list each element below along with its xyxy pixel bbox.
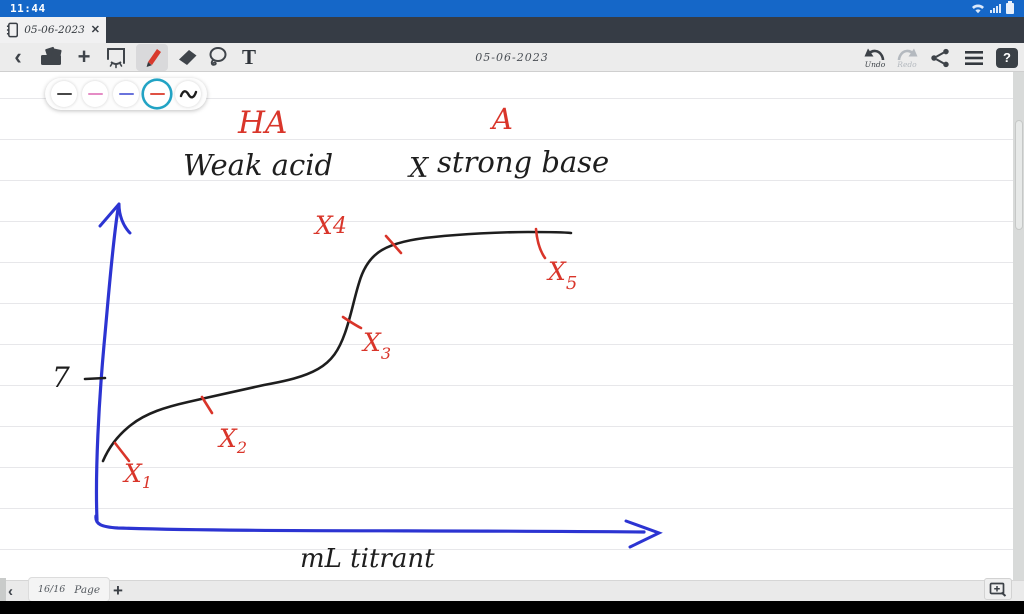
label-x1: X1 xyxy=(122,459,152,492)
view-mode-button[interactable] xyxy=(103,44,129,71)
squiggle-icon xyxy=(179,89,197,98)
ph7-label: 7 xyxy=(52,361,70,394)
notebook-icon xyxy=(6,22,19,38)
tick-x4 xyxy=(384,234,403,255)
eraser-tool-button[interactable] xyxy=(175,44,199,71)
pen-color-blue[interactable] xyxy=(113,81,139,107)
heading-strong-base: strong base xyxy=(437,145,609,179)
drawing-canvas[interactable]: 7 X1 X2 X3 X4 X5 HA A Weak acid xyxy=(0,72,1024,580)
handwritten-ink-layer: 7 X1 X2 X3 X4 X5 HA A Weak acid xyxy=(52,102,663,574)
label-x5: X5 xyxy=(546,257,577,294)
ph7-tick xyxy=(83,376,107,381)
label-x3: X3 xyxy=(361,328,391,363)
back-chevron-icon: ‹ xyxy=(14,44,22,69)
scrollbar-track[interactable] xyxy=(1013,72,1024,580)
redo-button[interactable]: Redo xyxy=(896,47,918,69)
tick-x2 xyxy=(200,395,214,415)
share-button[interactable] xyxy=(928,44,952,71)
battery-icon xyxy=(1006,1,1014,14)
point-labels-group: X1 X2 X3 X4 X5 xyxy=(122,211,577,492)
zoom-tool-button[interactable] xyxy=(984,578,1012,600)
a-label: A xyxy=(489,102,513,136)
lasso-icon xyxy=(209,47,227,66)
previous-page-button[interactable]: ‹ xyxy=(8,583,13,600)
status-bar: 11:44 xyxy=(0,0,1024,17)
undo-label: Undo xyxy=(864,59,886,69)
clock: 11:44 xyxy=(10,2,46,15)
pen-color-black[interactable] xyxy=(51,81,77,107)
heading-x: X xyxy=(407,153,430,184)
signal-icon xyxy=(990,4,1001,13)
stroke-swatch xyxy=(87,92,103,96)
tab-close-button[interactable]: ✕ xyxy=(90,23,100,36)
heading-weak-acid: Weak acid xyxy=(183,148,333,182)
toolbar: ‹ + xyxy=(0,43,1024,72)
x-axis-label: mL titrant xyxy=(300,544,435,574)
pen-color-pink[interactable] xyxy=(82,81,108,107)
menu-button[interactable] xyxy=(962,44,986,71)
tab-title: 05-06-2023 xyxy=(24,24,85,36)
tick-x1 xyxy=(113,441,131,463)
pen-stroke-style-button[interactable] xyxy=(175,81,201,107)
tick-x5 xyxy=(534,227,547,260)
x-axis-arrowhead xyxy=(624,519,663,549)
titration-curve xyxy=(101,230,573,463)
notebooks-overview-button[interactable] xyxy=(37,44,65,71)
y-axis-arrowhead xyxy=(98,202,132,235)
undo-button[interactable]: Undo xyxy=(864,47,886,69)
label-x4: X4 xyxy=(313,211,347,240)
page-indicator-pill[interactable]: 16/16 Page xyxy=(28,577,110,602)
x-axis xyxy=(94,514,646,534)
pages-stack-icon xyxy=(41,46,62,65)
toolbar-left-group: ‹ + xyxy=(6,43,261,71)
y-axis xyxy=(94,207,120,522)
text-tool-icon: T xyxy=(241,44,256,69)
add-page-button[interactable]: + xyxy=(113,581,123,600)
hamburger-menu-icon xyxy=(965,50,983,65)
pen-icon xyxy=(146,49,161,67)
axes-group xyxy=(94,202,663,549)
undo-icon xyxy=(864,48,885,60)
page-word: Page xyxy=(74,583,101,596)
label-x2: X2 xyxy=(217,424,247,457)
page-date-label: 05-06-2023 xyxy=(475,51,549,64)
tab-notebook[interactable]: 05-06-2023 ✕ xyxy=(0,17,106,43)
stroke-swatch xyxy=(56,92,72,96)
zoom-box-icon xyxy=(989,582,1007,597)
red-ticks-group xyxy=(113,227,547,463)
back-button[interactable]: ‹ xyxy=(6,44,30,71)
redo-label: Redo xyxy=(897,59,917,69)
ha-label: HA xyxy=(237,105,287,141)
plus-icon: + xyxy=(77,44,91,69)
pen-options-bar xyxy=(45,78,207,110)
tab-bar: 05-06-2023 ✕ xyxy=(0,17,1024,43)
page-fraction: 16/16 xyxy=(37,584,66,595)
text-tool-button[interactable]: T xyxy=(237,44,261,71)
pen-tool-button[interactable] xyxy=(136,43,168,71)
system-nav-bar xyxy=(0,601,1024,614)
add-button[interactable]: + xyxy=(72,44,96,71)
help-button[interactable]: ? xyxy=(996,47,1018,68)
eraser-icon xyxy=(179,50,197,65)
share-icon xyxy=(931,48,949,67)
page-readonly-icon xyxy=(107,48,125,69)
stroke-swatch xyxy=(149,92,165,96)
lasso-tool-button[interactable] xyxy=(206,44,230,71)
bottom-bar: ‹ 16/16 Page + xyxy=(0,577,1024,602)
scrollbar-thumb[interactable] xyxy=(1014,120,1023,230)
corner-nub xyxy=(0,578,6,602)
redo-icon xyxy=(897,48,918,60)
wifi-icon xyxy=(972,4,984,14)
stroke-swatch xyxy=(118,92,134,96)
pen-color-red-selected[interactable] xyxy=(144,81,170,107)
tick-x3 xyxy=(341,315,363,330)
toolbar-right-group: Undo Redo xyxy=(864,43,1018,72)
status-icons xyxy=(971,1,1014,14)
help-label: ? xyxy=(1003,50,1011,65)
